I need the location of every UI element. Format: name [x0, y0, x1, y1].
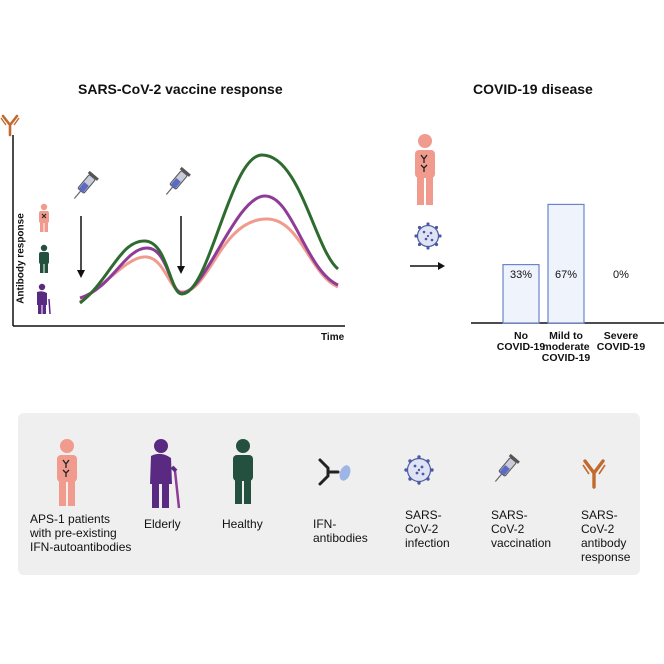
category-label-line: COVID-19 [541, 352, 591, 364]
x-axis-label: Time [321, 332, 345, 343]
vaccine-response-title: SARS-CoV-2 vaccine response [78, 81, 283, 97]
legend-aps1-label: APS-1 patients with pre-existing IFN-aut… [30, 512, 131, 554]
vaccination-arrow-2 [177, 216, 185, 274]
legend-panel [18, 413, 640, 575]
virus-icon [414, 222, 442, 250]
covid-disease-title: COVID-19 disease [473, 81, 593, 97]
bar-value-label: 33% [509, 269, 533, 281]
aps1-patient-icon [39, 203, 49, 232]
legend-antibody-label: SARS- CoV-2 antibody response [581, 508, 630, 564]
legend-line: antibodies [313, 531, 368, 545]
category-label-line: moderate [542, 341, 590, 353]
bar-1 [547, 203, 585, 324]
legend-elderly-label: Elderly [144, 517, 181, 531]
antibody-icon [0, 114, 20, 137]
category-label: Mild to moderate COVID-19 [534, 331, 598, 364]
category-label-line: Mild to [549, 330, 583, 342]
legend-line: SARS- [491, 508, 528, 522]
virus-icon [404, 455, 434, 485]
legend-line: vaccination [491, 536, 552, 550]
bar-0 [502, 263, 540, 324]
category-label: No COVID-19 [489, 331, 553, 353]
aps1-patient-icon [57, 439, 77, 506]
elderly-person-icon [150, 439, 181, 509]
legend-line: SARS- [405, 508, 442, 522]
elderly-person-icon [37, 283, 51, 315]
legend-line: SARS- [581, 508, 618, 522]
legend-line: CoV-2 [405, 522, 439, 536]
legend-line: with pre-existing [30, 526, 117, 540]
legend-line: infection [405, 536, 450, 550]
legend-vaccination-label: SARS- CoV-2 vaccination [491, 508, 551, 550]
antibody-icon [582, 459, 606, 489]
syringe-icon [165, 166, 191, 195]
legend-line: IFN-autoantibodies [30, 540, 132, 554]
category-label-line: COVID-19 [596, 341, 646, 353]
ifn-antibody-icon [318, 458, 351, 486]
syringe-icon [494, 453, 520, 482]
healthy-curve [79, 153, 340, 305]
category-label: Severe COVID-19 [589, 331, 653, 353]
legend-line: response [581, 550, 631, 564]
syringe-icon [73, 170, 99, 199]
legend-line: APS-1 patients [30, 512, 111, 526]
healthy-person-icon [39, 244, 49, 273]
legend-ifn-label: IFN- antibodies [313, 517, 368, 545]
legend-line: IFN- [313, 517, 337, 531]
aps1-patient-icon [415, 134, 435, 205]
right-arrow [410, 262, 445, 270]
category-label-line: COVID-19 [496, 341, 546, 353]
legend-line: CoV-2 [581, 522, 615, 536]
vaccination-arrow-1 [77, 216, 85, 278]
healthy-person-icon [233, 439, 253, 504]
legend-line: antibody [581, 536, 627, 550]
legend-infection-label: SARS- CoV-2 infection [405, 508, 450, 550]
category-label-line: Severe [603, 330, 639, 342]
legend-line: CoV-2 [491, 522, 525, 536]
legend-healthy-label: Healthy [222, 517, 263, 531]
category-label-line: No [514, 330, 528, 342]
bar-value-label: 67% [554, 269, 578, 281]
bar-value-label: 0% [613, 269, 629, 281]
